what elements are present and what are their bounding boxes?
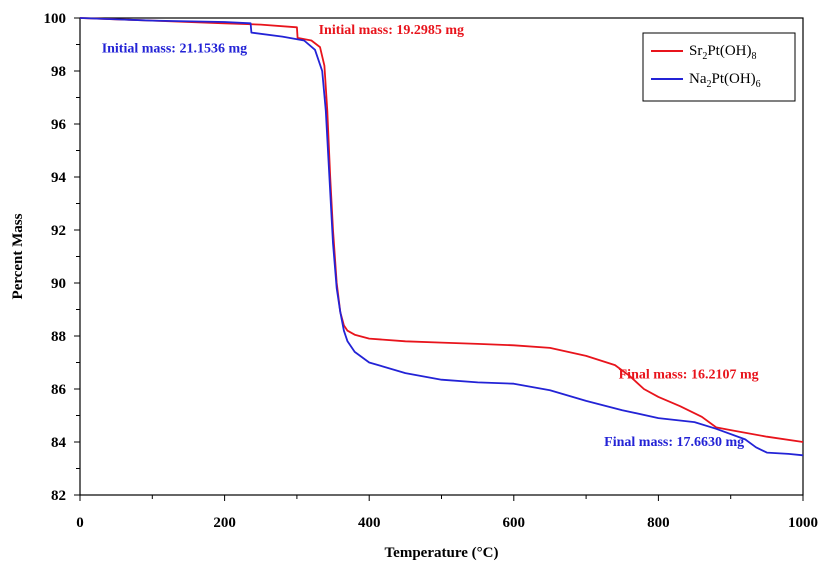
x-tick-label: 800 xyxy=(647,515,670,531)
y-tick-label: 94 xyxy=(51,170,67,186)
annotation-label: Initial mass: 19.2985 mg xyxy=(319,23,464,38)
y-tick-label: 82 xyxy=(51,488,66,504)
legend: Sr2Pt(OH)8 Na2Pt(OH)6 xyxy=(642,32,796,102)
series-lines xyxy=(79,17,804,457)
x-tick-label: 200 xyxy=(213,515,236,531)
annotation-label: Initial mass: 21.1536 mg xyxy=(102,41,247,56)
y-tick-label: 84 xyxy=(51,435,67,451)
annotation-label: Final mass: 17.6630 mg xyxy=(604,435,744,450)
y-tick-label: 96 xyxy=(51,117,67,133)
y-axis-label: Percent Mass xyxy=(10,213,26,299)
y-tick-label: 98 xyxy=(51,64,66,80)
series-line-na2pt-oh6 xyxy=(79,17,804,457)
y-tick-label: 90 xyxy=(51,276,66,292)
annotations: Initial mass: 19.2985 mg Initial mass: 21… xyxy=(102,23,759,450)
annotation-label: Final mass: 16.2107 mg xyxy=(619,367,759,382)
y-tick-label: 88 xyxy=(51,329,66,345)
series-line-sr2pt-oh8 xyxy=(79,17,804,443)
y-tick-label: 86 xyxy=(51,382,67,398)
legend-box xyxy=(642,32,796,102)
x-axis-label: Temperature (°C) xyxy=(385,545,499,561)
x-tick-label: 400 xyxy=(358,515,381,531)
axis-ticks: 0 200 400 600 800 1000 82 84 86 88 90 92 94 96 98 100 xyxy=(44,11,819,531)
x-tick-label: 600 xyxy=(503,515,526,531)
y-tick-label: 92 xyxy=(51,223,66,239)
legend-label: Na2Pt(OH)6 xyxy=(689,71,761,90)
x-tick-label: 1000 xyxy=(788,515,818,531)
y-tick-label: 100 xyxy=(44,11,67,27)
legend-label: Sr2Pt(OH)8 xyxy=(689,43,757,62)
x-tick-label: 0 xyxy=(76,515,84,531)
